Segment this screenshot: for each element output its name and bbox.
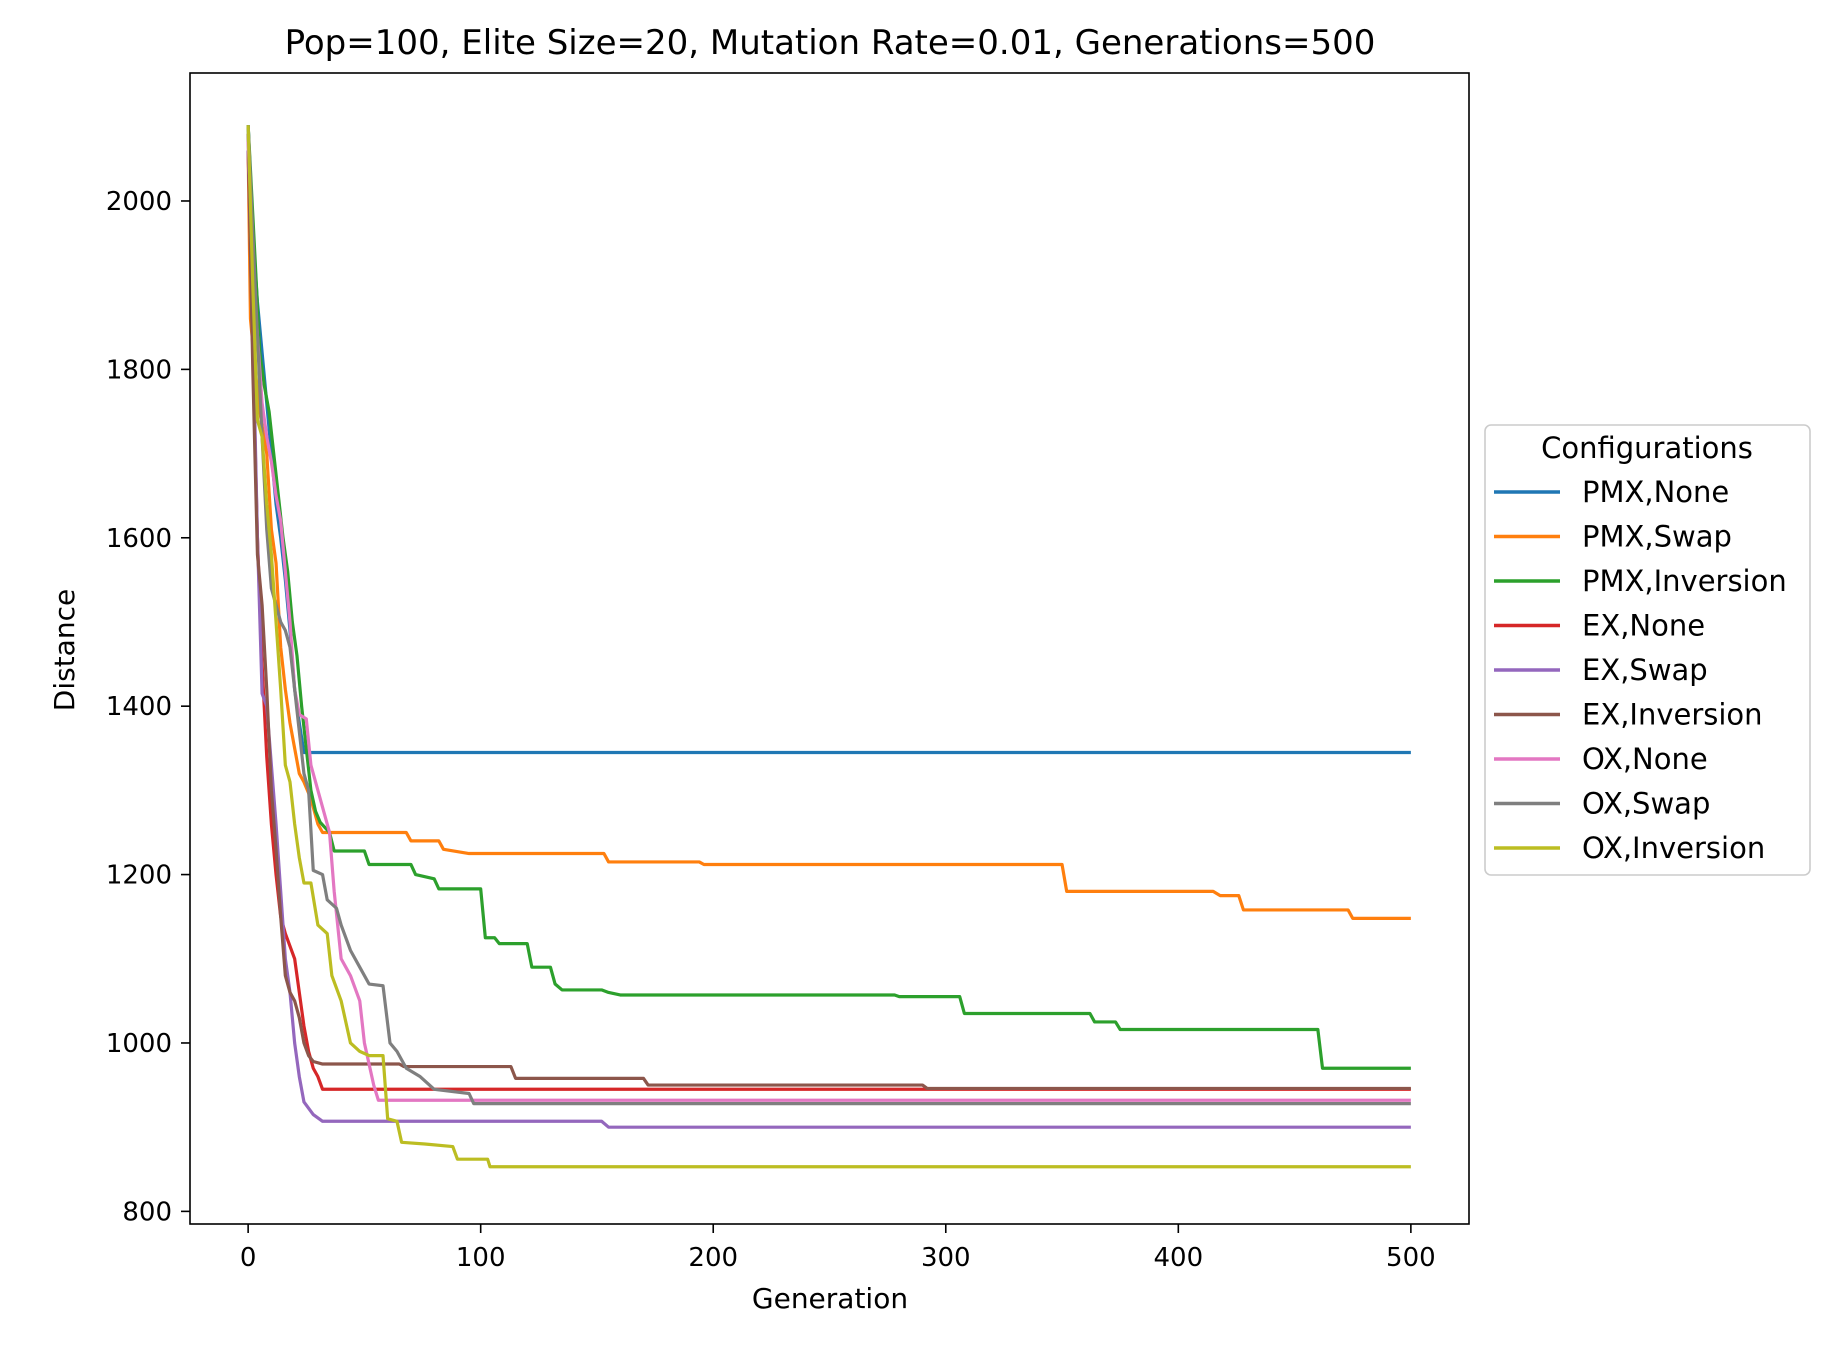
legend-label-0: PMX,None [1582,475,1729,509]
chart-title: Pop=100, Elite Size=20, Mutation Rate=0.… [285,23,1376,63]
legend-label-7: OX,Swap [1582,787,1710,821]
x-axis-label: Generation [752,1282,908,1315]
x-tick-label-2: 200 [688,1243,738,1273]
series-line-1 [246,150,1411,920]
series-line-8 [246,125,1411,1169]
y-axis: 800 1000 1200 1400 1600 1800 2000 [106,187,190,1227]
x-tick-label-0: 0 [240,1243,257,1273]
legend-label-3: EX,None [1582,609,1705,643]
series-line-4 [246,150,1411,1129]
x-tick-label-5: 500 [1386,1243,1436,1273]
legend-items: PMX,None PMX,Swap PMX,Inversion EX,None EX,S… [1494,475,1787,865]
legend-frame [1484,424,1811,876]
legend-label-8: OX,Inversion [1582,831,1765,865]
legend-label-5: EX,Inversion [1582,698,1763,732]
legend-label-1: PMX,Swap [1582,520,1732,554]
y-tick-label-6: 2000 [106,187,172,217]
series-line-2 [246,125,1411,1070]
y-tick-label-0: 800 [122,1197,172,1227]
y-tick-label-2: 1200 [106,861,172,891]
legend-label-4: EX,Swap [1582,653,1708,687]
y-tick-label-1: 1000 [106,1029,172,1059]
series-line-5 [246,133,1411,1091]
legend: Configurations PMX,None PMX,Swap PMX,Inver… [1484,424,1811,876]
plot-frame [189,72,1470,1225]
legend-label-6: OX,None [1582,742,1708,776]
y-axis-label: Distance [48,589,81,711]
x-axis: 0 100 200 300 400 500 [240,1224,1436,1273]
series-line-6 [246,141,1411,1102]
x-tick-label-3: 300 [921,1243,971,1273]
series-layer [246,125,1411,1169]
legend-label-2: PMX,Inversion [1582,564,1787,598]
x-tick-label-4: 400 [1153,1243,1203,1273]
y-tick-label-5: 1800 [106,355,172,385]
legend-title: Configurations [1541,431,1753,465]
x-tick-label-1: 100 [456,1243,506,1273]
y-tick-label-3: 1400 [106,692,172,722]
y-tick-label-4: 1600 [106,524,172,554]
